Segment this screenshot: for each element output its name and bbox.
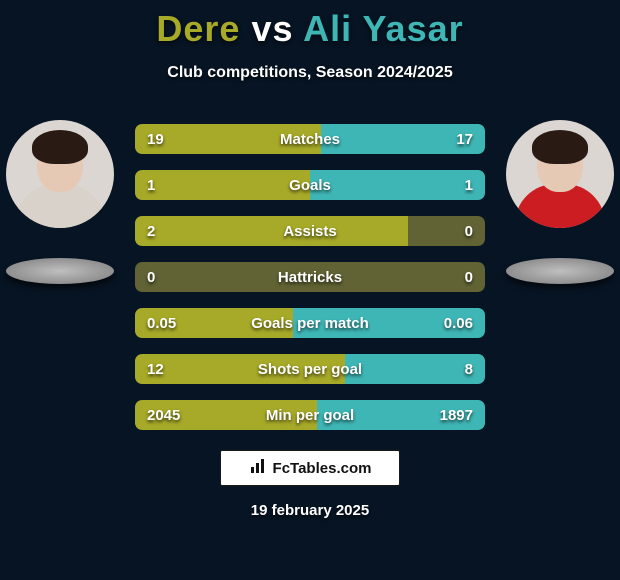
- chart-icon: [249, 457, 267, 480]
- stat-row: 0.05 Goals per match 0.06: [135, 308, 485, 338]
- stat-value-right: 0.06: [444, 308, 473, 338]
- stat-value-right: 8: [465, 354, 473, 384]
- stat-label: Shots per goal: [135, 354, 485, 384]
- subtitle: Club competitions, Season 2024/2025: [0, 64, 620, 82]
- stat-value-right: 1: [465, 170, 473, 200]
- stat-value-right: 1897: [440, 400, 473, 430]
- footer-badge: FcTables.com: [220, 450, 400, 486]
- stat-row: 12 Shots per goal 8: [135, 354, 485, 384]
- avatar-player1: [6, 120, 114, 228]
- stat-label: Hattricks: [135, 262, 485, 292]
- title-player1: Dere: [156, 8, 240, 49]
- stat-label: Assists: [135, 216, 485, 246]
- stat-label: Min per goal: [135, 400, 485, 430]
- flag-ellipse-player1: [6, 258, 114, 284]
- stats-comparison-chart: 19 Matches 17 1 Goals 1 2 Assists 0 0 Ha…: [135, 124, 485, 446]
- stat-row: 0 Hattricks 0: [135, 262, 485, 292]
- stat-label: Goals: [135, 170, 485, 200]
- stat-row: 19 Matches 17: [135, 124, 485, 154]
- footer-badge-text: FcTables.com: [273, 460, 372, 477]
- title-vs: vs: [251, 8, 293, 49]
- stat-value-right: 17: [456, 124, 473, 154]
- stat-row: 2 Assists 0: [135, 216, 485, 246]
- stat-value-right: 0: [465, 262, 473, 292]
- stat-label: Goals per match: [135, 308, 485, 338]
- stat-row: 1 Goals 1: [135, 170, 485, 200]
- stat-label: Matches: [135, 124, 485, 154]
- title-player2: Ali Yasar: [303, 8, 463, 49]
- page-title: Dere vs Ali Yasar: [0, 0, 620, 50]
- footer-date: 19 february 2025: [0, 502, 620, 519]
- avatar-player2: [506, 120, 614, 228]
- flag-ellipse-player2: [506, 258, 614, 284]
- stat-row: 2045 Min per goal 1897: [135, 400, 485, 430]
- stat-value-right: 0: [465, 216, 473, 246]
